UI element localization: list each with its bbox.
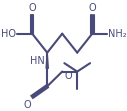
Text: O: O [89,3,97,13]
Text: HO: HO [1,29,16,39]
Text: HN: HN [30,56,45,66]
Polygon shape [46,53,48,68]
Text: O: O [28,3,36,13]
Text: O: O [23,100,31,110]
Text: NH₂: NH₂ [108,29,127,39]
Text: O: O [64,71,72,81]
